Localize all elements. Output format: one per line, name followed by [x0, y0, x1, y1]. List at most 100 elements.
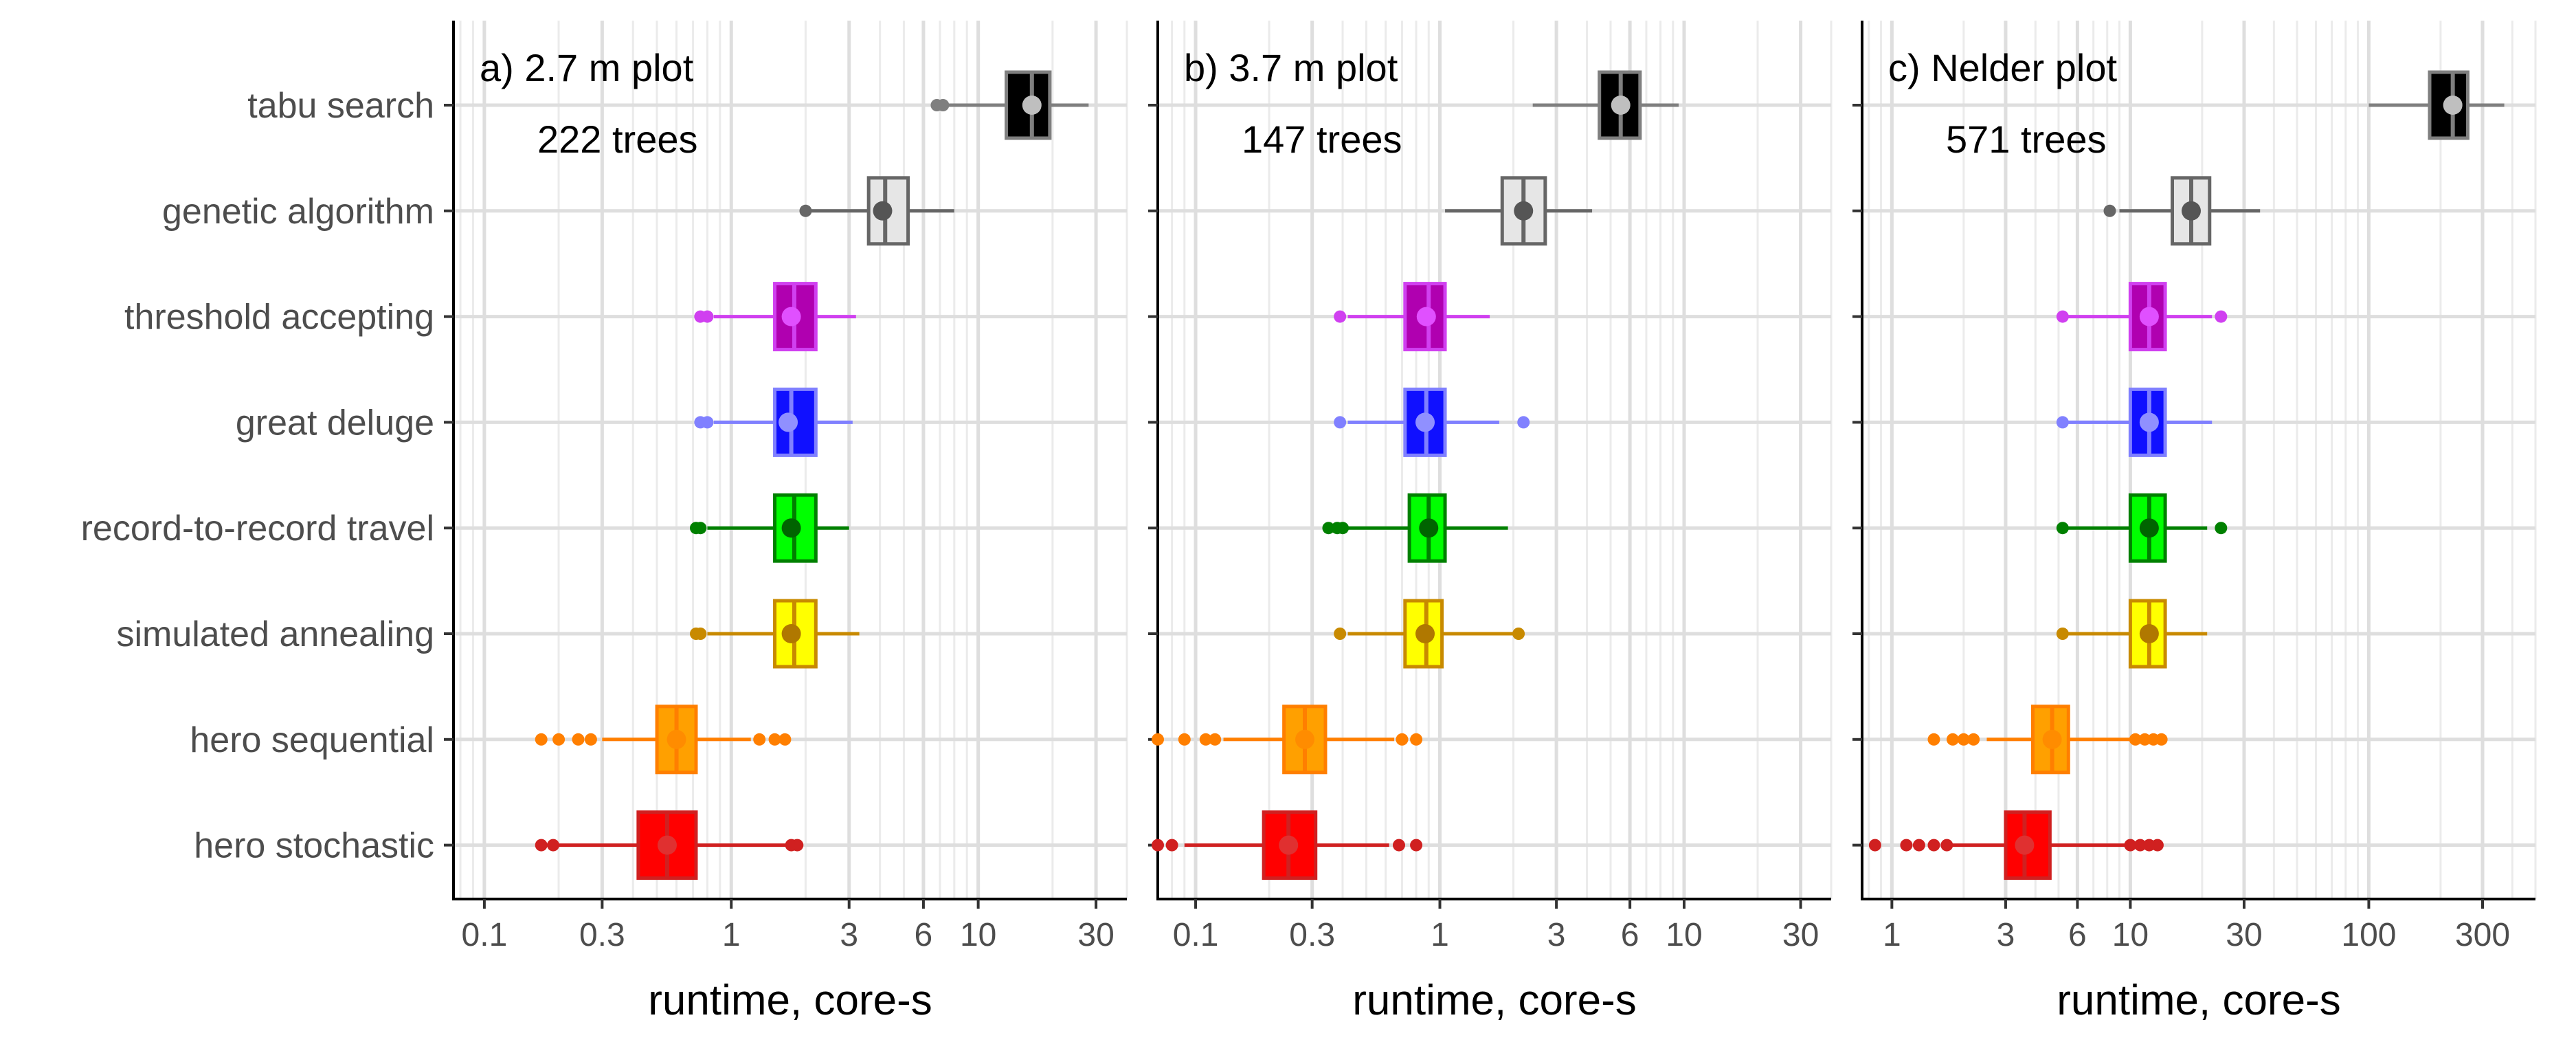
box-genetic-algorithm: [799, 176, 954, 246]
outlier-point: [1957, 733, 1970, 746]
mean-point: [1022, 96, 1042, 115]
x-tick-label: 30: [1782, 917, 1819, 953]
box-simulated-annealing: [2056, 599, 2208, 669]
outlier-point: [1912, 839, 1925, 852]
box-great-deluge: [2056, 387, 2213, 457]
box-hero-sequential: [1927, 705, 2168, 775]
mean-point: [2443, 96, 2463, 115]
box-record-to-record-travel: [1322, 493, 1508, 563]
outlier-point: [1178, 733, 1191, 746]
x-tick-label: 30: [1077, 917, 1114, 953]
mean-point: [2139, 307, 2159, 326]
box-tabu-search: [2368, 70, 2505, 140]
box-simulated-annealing: [689, 599, 860, 669]
box-threshold-accepting: [2056, 282, 2228, 352]
x-axis-title: runtime, core-s: [2057, 977, 2340, 1024]
box-great-deluge: [1334, 387, 1530, 457]
outlier-point: [547, 839, 560, 852]
outlier-point: [694, 522, 707, 535]
outlier-point: [2056, 628, 2069, 640]
box-great-deluge: [694, 387, 853, 457]
outlier-point: [694, 628, 707, 640]
outlier-point: [779, 733, 792, 746]
box-threshold-accepting: [1334, 282, 1490, 352]
x-tick-label: 6: [2068, 917, 2087, 953]
panel-title: a) 2.7 m plot: [480, 46, 694, 89]
mean-point: [1415, 412, 1435, 432]
outlier-point: [2151, 839, 2164, 852]
box-hero-sequential: [1152, 705, 1423, 775]
outlier-point: [1900, 839, 1913, 852]
box-tabu-search: [1532, 70, 1679, 140]
mean-point: [1279, 835, 1299, 855]
x-tick-label: 1: [1431, 917, 1449, 953]
outlier-point: [572, 733, 585, 746]
outlier-point: [535, 839, 548, 852]
outlier-point: [1517, 416, 1530, 429]
outlier-point: [701, 310, 714, 323]
mean-point: [2181, 201, 2201, 221]
x-tick-label: 0.1: [462, 917, 508, 953]
outlier-point: [937, 99, 950, 111]
outlier-point: [1927, 733, 1940, 746]
x-axis-title: runtime, core-s: [648, 977, 932, 1024]
mean-point: [1295, 729, 1315, 749]
mean-point: [667, 729, 686, 749]
box-hero-stochastic: [1868, 810, 2164, 880]
mean-point: [1416, 307, 1436, 326]
outlier-point: [1334, 628, 1347, 640]
category-label-threshold-accepting: threshold accepting: [124, 298, 434, 337]
mean-point: [2139, 518, 2159, 538]
panel-subtitle: 222 trees: [537, 118, 698, 161]
outlier-point: [1336, 522, 1349, 535]
box-simulated-annealing: [1334, 599, 1525, 669]
x-tick-label: 100: [2341, 917, 2396, 953]
mean-point: [1611, 96, 1631, 115]
outlier-point: [1334, 416, 1347, 429]
mean-point: [1415, 624, 1435, 643]
box-genetic-algorithm: [2103, 176, 2261, 246]
outlier-point: [2215, 522, 2228, 535]
outlier-point: [1410, 733, 1423, 746]
x-axis-title: runtime, core-s: [1352, 977, 1636, 1024]
x-tick-label: 6: [1621, 917, 1639, 953]
box-record-to-record-travel: [2056, 493, 2228, 563]
outlier-point: [584, 733, 597, 746]
panel-title: b) 3.7 m plot: [1184, 46, 1398, 89]
panel-3: 1 3 6 10 30 100 300 runtime, core-s c) Nelder pl…: [1852, 21, 2537, 1024]
category-label-genetic-algorithm: genetic algorithm: [162, 192, 434, 232]
outlier-point: [791, 839, 804, 852]
outlier-point: [799, 204, 812, 217]
outlier-point: [2056, 522, 2069, 535]
outlier-point: [1209, 733, 1222, 746]
box-hero-stochastic: [1152, 810, 1423, 880]
x-tick-label: 10: [2112, 917, 2149, 953]
x-tick-label: 3: [840, 917, 858, 953]
category-label-great-deluge: great deluge: [236, 403, 434, 443]
x-tick-label: 0.3: [579, 917, 625, 953]
outlier-point: [2215, 310, 2228, 323]
mean-point: [2042, 729, 2062, 749]
outlier-point: [2056, 310, 2069, 323]
category-label-tabu-search: tabu search: [247, 86, 434, 126]
outlier-point: [1946, 733, 1959, 746]
x-tick-label: 1: [722, 917, 741, 953]
outlier-point: [1322, 522, 1335, 535]
x-tick-label: 3: [1547, 917, 1566, 953]
outlier-point: [552, 733, 565, 746]
box-tabu-search: [930, 70, 1089, 140]
outlier-point: [768, 733, 781, 746]
mean-point: [781, 307, 801, 326]
box-record-to-record-travel: [689, 493, 849, 563]
outlier-point: [1396, 733, 1409, 746]
outlier-point: [701, 416, 714, 429]
panel-subtitle: 147 trees: [1242, 118, 1402, 161]
x-tick-label: 6: [915, 917, 933, 953]
mean-point: [781, 624, 801, 643]
outlier-point: [2103, 204, 2116, 217]
outlier-point: [1392, 839, 1405, 852]
outlier-point: [2155, 733, 2168, 746]
outlier-point: [1152, 733, 1164, 746]
mean-point: [779, 412, 798, 432]
